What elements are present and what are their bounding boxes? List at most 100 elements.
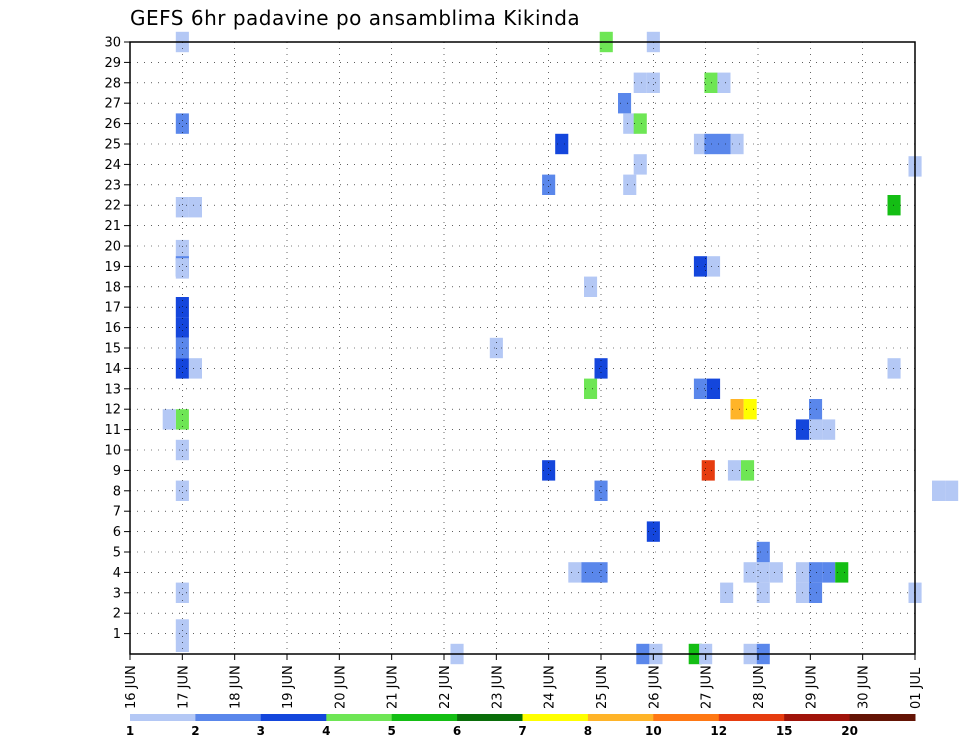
heatmap-cell [743, 562, 757, 583]
legend-label: 4 [322, 724, 330, 738]
y-tick-label: 16 [104, 321, 121, 336]
heatmap-cell [594, 562, 608, 583]
heatmap-cell [623, 113, 637, 134]
y-tick-label: 14 [104, 362, 121, 377]
heatmap-cell [594, 358, 608, 379]
heatmap-cell [756, 541, 770, 563]
x-tick-label: 20 JUN [333, 665, 348, 709]
legend: 1 2 3 4 5 6 7 8 10 12 15 20 [126, 714, 916, 738]
heatmap-cell [887, 195, 901, 216]
heatmap-cell [594, 480, 608, 501]
x-tick-label: 25 JUN [595, 665, 610, 709]
heatmap-cell [693, 378, 707, 399]
legend-label: 10 [645, 724, 662, 738]
y-tick-label: 30 [104, 36, 121, 51]
x-tick-label: 27 JUN [700, 665, 715, 709]
x-tick-label: 16 JUN [124, 665, 139, 709]
x-tick-label: 21 JUN [386, 665, 401, 709]
legend-label: 8 [584, 724, 592, 738]
legend-swatch [522, 714, 589, 721]
legend-swatch [849, 714, 916, 721]
legend-swatch [784, 714, 851, 721]
x-tick-label: 18 JUN [229, 665, 244, 709]
y-tick-label: 3 [113, 586, 121, 601]
heatmap-cell [809, 562, 823, 583]
y-tick-label: 22 [104, 199, 121, 214]
y-tick-label: 26 [104, 117, 121, 132]
heatmap-cell [175, 619, 189, 640]
heatmap-cell [584, 276, 598, 297]
legend-label: 1 [126, 724, 134, 738]
x-tick-label: 17 JUN [176, 665, 191, 709]
y-tick-label: 28 [104, 76, 121, 91]
heatmap-cell [188, 197, 202, 218]
x-tick-label: 22 JUN [438, 665, 453, 709]
heatmap-cell [720, 582, 734, 603]
heatmap-cell [618, 93, 632, 114]
y-tick-label: 12 [104, 403, 121, 418]
legend-swatch [326, 714, 393, 721]
heatmap-cell [730, 399, 744, 420]
heatmap-cell [646, 72, 660, 93]
legend-label: 20 [841, 724, 858, 738]
y-tick-label: 5 [113, 546, 121, 561]
y-tick-label: 10 [104, 444, 121, 459]
heatmap-cell [717, 72, 731, 93]
x-tick-label: 19 JUN [281, 665, 296, 709]
y-tick-label: 25 [104, 138, 121, 153]
y-tick-label: 23 [104, 178, 121, 193]
heatmap-cell [568, 562, 582, 583]
y-tick-label: 20 [104, 240, 121, 255]
legend-swatch [130, 714, 196, 721]
heatmap-cell [623, 174, 637, 195]
legend-label: 15 [776, 724, 793, 738]
heatmap-cell [693, 133, 707, 155]
y-tick-label: 1 [113, 627, 121, 642]
heatmap-cell [809, 419, 823, 440]
heatmap-cell [175, 582, 189, 603]
y-tick-label: 24 [104, 158, 121, 173]
y-tick-label: 15 [104, 342, 121, 357]
heatmap-cell [717, 133, 731, 155]
heatmap-cell [704, 133, 718, 155]
heatmap-cell [542, 174, 556, 195]
heatmap-cell [646, 521, 660, 542]
x-tick-label: 01 JUL [909, 667, 924, 709]
heatmap-cell [693, 256, 707, 277]
y-tick-label: 19 [104, 260, 121, 275]
legend-swatch [718, 714, 785, 721]
y-tick-label: 27 [104, 97, 121, 112]
y-tick-label: 8 [113, 484, 121, 499]
heatmap-cell [741, 460, 755, 481]
legend-swatch [653, 714, 720, 721]
heatmap-cell [769, 562, 783, 583]
heatmap-cell [822, 419, 836, 440]
heatmap-cell [633, 154, 647, 175]
heatmap-cell [542, 460, 556, 481]
heatmap-cell [175, 297, 189, 318]
x-tick-label: 30 JUN [857, 665, 872, 709]
y-tick-label: 21 [104, 219, 121, 234]
heatmap-cell [162, 409, 176, 430]
x-tick-label: 26 JUN [647, 665, 662, 709]
legend-swatch [457, 714, 523, 721]
heatmap-cell [707, 256, 721, 277]
y-tick-label: 6 [113, 525, 121, 540]
heatmap-cell [175, 358, 189, 379]
heatmap-cell [175, 258, 189, 279]
legend-label: 2 [191, 724, 199, 738]
heatmap-cell [175, 239, 189, 261]
heatmap-cell [175, 480, 189, 501]
heatmap-cell [835, 562, 849, 583]
y-tick-label: 29 [104, 56, 121, 71]
y-tick-label: 4 [113, 566, 121, 581]
heatmap-cell [932, 480, 946, 501]
heatmap-cell [945, 480, 959, 501]
x-ticks-layer: 16 JUN 17 JUN 18 JUN 19 JUN 20 JUN 21 JUN 22 J… [124, 654, 924, 709]
chart-title: GEFS 6hr padavine po ansamblima Kikinda [130, 6, 581, 30]
heatmap-cell [581, 562, 595, 583]
heatmap-cell [175, 197, 189, 218]
heatmap-cell [584, 378, 598, 399]
heatmap-cell [188, 358, 202, 379]
